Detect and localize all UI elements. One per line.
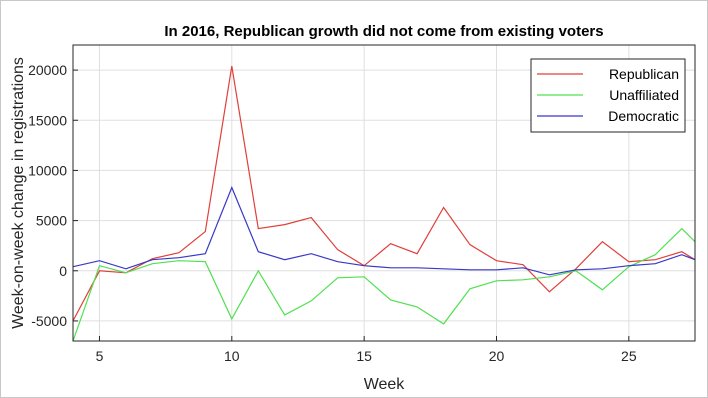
series-line-democratic <box>73 185 695 276</box>
chart-title: In 2016, Republican growth did not come … <box>164 23 603 40</box>
y-tick-label: 20000 <box>28 62 67 78</box>
legend-label-unaffiliated: Unaffiliated <box>609 87 679 103</box>
x-tick-label: 20 <box>489 348 505 364</box>
x-tick-label: 10 <box>224 348 240 364</box>
x-axis-label: Week <box>364 376 406 393</box>
plot-border <box>72 44 696 342</box>
y-tick-label: 0 <box>59 263 67 279</box>
legend: Republican Unaffiliated Democratic <box>530 58 686 133</box>
y-tick-label: 15000 <box>28 112 67 128</box>
axis-ticks: 5 10 15 20 25 -5000 0 5000 10000 15000 20000 <box>28 62 637 364</box>
y-tick-label: 10000 <box>28 162 67 178</box>
series-line-republican <box>73 66 695 322</box>
y-tick-label: 5000 <box>36 213 67 229</box>
series-line-unaffiliated <box>73 227 695 341</box>
x-tick-label: 5 <box>96 348 104 364</box>
series-group <box>73 66 695 341</box>
legend-label-republican: Republican <box>609 66 679 82</box>
y-axis-label: Week-on-week change in registrations <box>10 57 27 329</box>
y-tick-label: -5000 <box>31 313 67 329</box>
legend-label-democratic: Democratic <box>608 108 679 124</box>
x-tick-label: 25 <box>621 348 637 364</box>
x-tick-label: 15 <box>356 348 372 364</box>
